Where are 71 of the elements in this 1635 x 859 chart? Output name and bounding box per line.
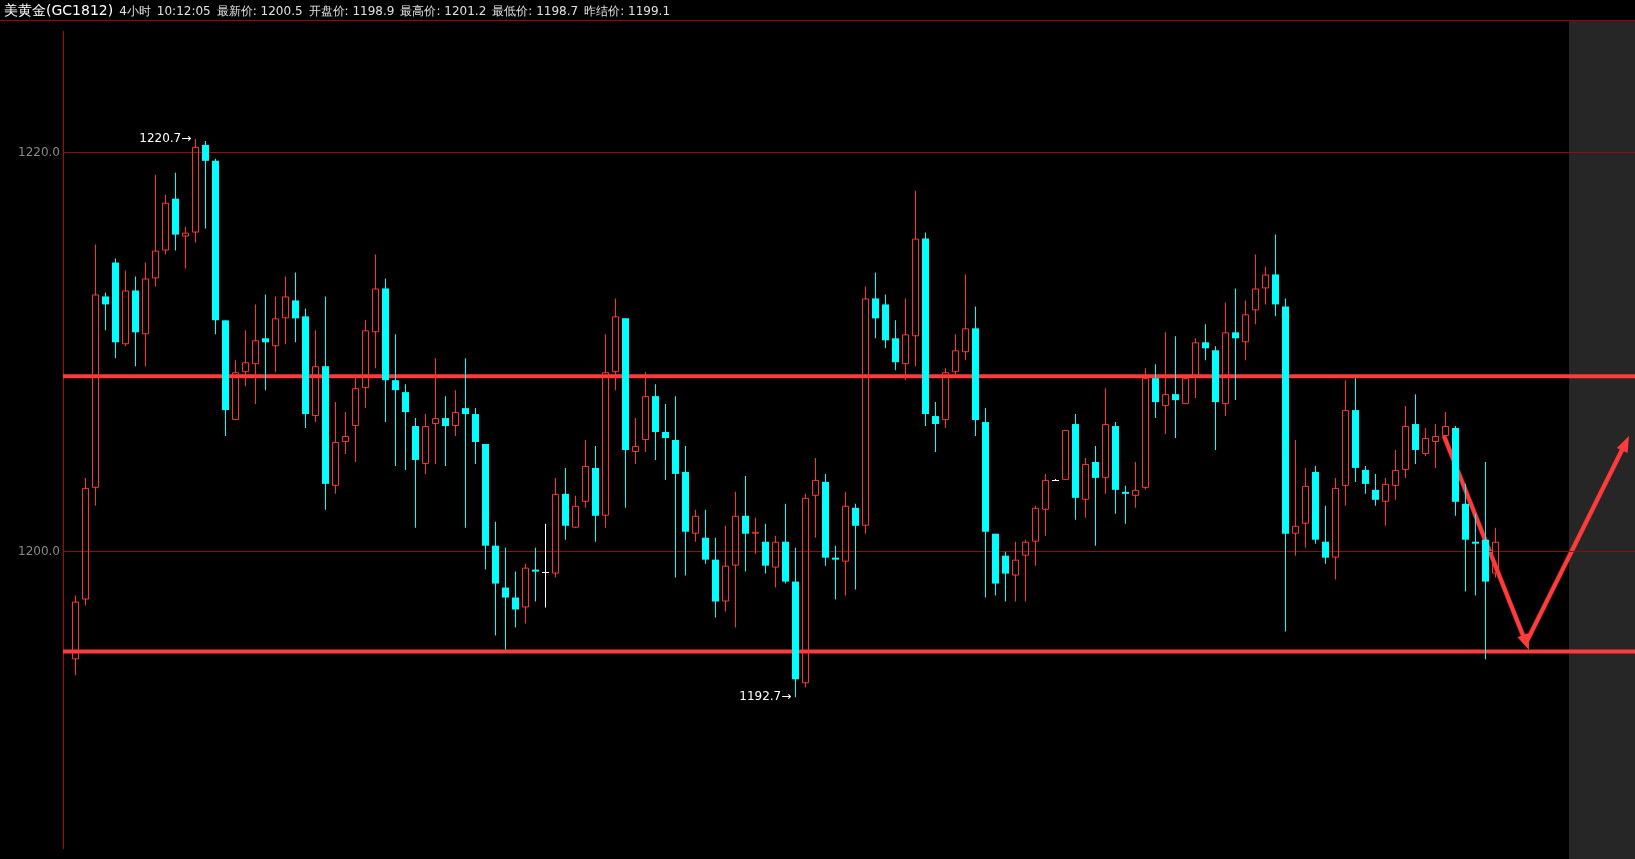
candlestick <box>1302 467 1309 548</box>
candlestick <box>132 276 139 367</box>
text: 昨结价: 1199.1 <box>584 4 671 18</box>
candlestick <box>262 294 269 391</box>
candlestick <box>1462 483 1469 592</box>
annotation: 1220.7→ <box>139 131 192 146</box>
candlestick <box>492 521 499 636</box>
candlestick <box>812 457 819 538</box>
y-tick-label: 1200.0 <box>18 543 60 558</box>
candlestick <box>542 523 549 608</box>
candlestick <box>1292 440 1299 556</box>
candlestick <box>532 547 539 602</box>
candlestick <box>452 390 459 437</box>
candlestick <box>1432 424 1439 468</box>
candlestick <box>272 296 279 373</box>
candlestick <box>1392 449 1399 500</box>
candlestick <box>662 404 669 480</box>
candlestick <box>1202 324 1209 361</box>
candlestick <box>1072 414 1079 520</box>
candlestick <box>172 172 179 251</box>
candlestick <box>1092 445 1099 546</box>
candlestick <box>442 396 449 466</box>
text: 开盘价: 1198.9 <box>308 4 395 18</box>
candlestick <box>792 547 799 698</box>
candlestick <box>462 358 469 528</box>
candlestick <box>632 418 639 464</box>
chart-subtitle: 4小时 <box>119 4 151 18</box>
candlestick <box>672 396 679 578</box>
candlestick <box>832 545 839 600</box>
candlestick <box>752 517 759 554</box>
candlestick <box>1352 378 1359 482</box>
candlestick <box>652 384 659 460</box>
candlestick <box>282 276 289 345</box>
candlestick <box>1232 288 1239 401</box>
candlestick <box>562 467 569 540</box>
annotation: 1192.7→ <box>739 689 792 704</box>
candlestick <box>372 254 379 369</box>
candlestick <box>1242 300 1249 361</box>
candlestick <box>732 491 739 628</box>
candlestick <box>872 272 879 339</box>
candlestick <box>342 412 349 454</box>
candlestick <box>1102 388 1109 494</box>
candlestick <box>422 414 429 474</box>
text: 最低价: 1198.7 <box>492 4 579 18</box>
candlestick <box>1152 364 1159 419</box>
text: 最高价: 1201.2 <box>400 4 487 18</box>
candlestick <box>842 491 849 596</box>
candlestick <box>1472 513 1479 596</box>
candlestick <box>982 408 989 598</box>
candlestick <box>292 272 299 343</box>
y-tick-label: 1220.0 <box>18 144 60 159</box>
candlestick <box>502 547 509 650</box>
candlestick <box>1342 380 1349 506</box>
candlestick <box>1172 336 1179 439</box>
text: 最新价: 1200.5 <box>216 4 303 18</box>
chart-title: 美黄金(GC1812) <box>4 2 114 18</box>
candlestick <box>972 306 979 437</box>
candlestick <box>682 445 689 576</box>
candlestick <box>1132 461 1139 508</box>
candlestick <box>742 475 749 572</box>
text: 10:12:05 <box>156 4 211 18</box>
candlestick <box>1412 394 1419 464</box>
candlestick <box>1482 461 1489 660</box>
candlestick <box>322 296 329 510</box>
candlestick <box>1332 477 1339 580</box>
candlestick <box>592 445 599 542</box>
candlestick <box>392 334 399 466</box>
candlestick <box>382 278 389 423</box>
candlestick <box>1272 234 1279 317</box>
candlestick <box>932 402 939 452</box>
candlestick <box>912 190 919 367</box>
